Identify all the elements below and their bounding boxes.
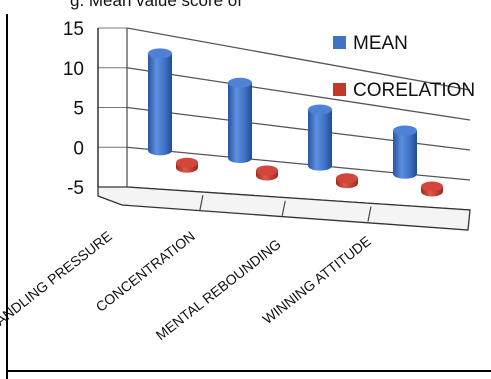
corelation-bar-top: [336, 173, 358, 184]
gridline: [126, 67, 471, 121]
y-tick-label: 10: [63, 59, 84, 80]
clipped-caption: g. Mean value score of: [70, 0, 242, 10]
category-label: HANDLING PRESSURE: [0, 228, 115, 335]
category-divider: [281, 200, 286, 216]
y-tick-label: -5: [67, 178, 84, 199]
corelation-bar: [176, 157, 198, 173]
category-divider: [367, 206, 372, 222]
mean-bar-body: [148, 53, 172, 156]
mean-bar: [228, 77, 252, 164]
legend-swatch: [333, 36, 346, 49]
y-tick-label: 5: [73, 99, 84, 120]
legend-label: CORELATION: [353, 80, 475, 101]
mean-bar-top: [393, 125, 417, 136]
category-divider: [199, 195, 204, 211]
mean-bar: [393, 125, 417, 179]
gridline: [126, 27, 471, 91]
mean-bar: [148, 48, 172, 156]
corelation-bar-top: [176, 157, 198, 168]
mean-bar-body: [228, 82, 252, 164]
corelation-bar: [256, 165, 278, 181]
bars-layer: [148, 48, 443, 197]
y-tick-label: 0: [73, 138, 84, 159]
legend-label: MEAN: [353, 33, 408, 54]
gridline: [126, 106, 471, 151]
axis-layer: [97, 28, 471, 231]
mean-bar: [308, 104, 332, 171]
corelation-bar-top: [256, 165, 278, 176]
mean-bar-body: [393, 130, 417, 179]
y-tick-label: 15: [63, 19, 84, 40]
corelation-bar: [421, 181, 443, 197]
corelation-bar: [336, 173, 358, 189]
legend-swatch: [333, 83, 346, 96]
mean-bar-top: [308, 104, 332, 115]
mean-bar-top: [148, 48, 172, 59]
mean-bar-top: [228, 77, 252, 88]
mean-bar-body: [308, 109, 332, 171]
corelation-bar-top: [421, 181, 443, 192]
legend: MEAN CORELATION: [333, 33, 475, 101]
